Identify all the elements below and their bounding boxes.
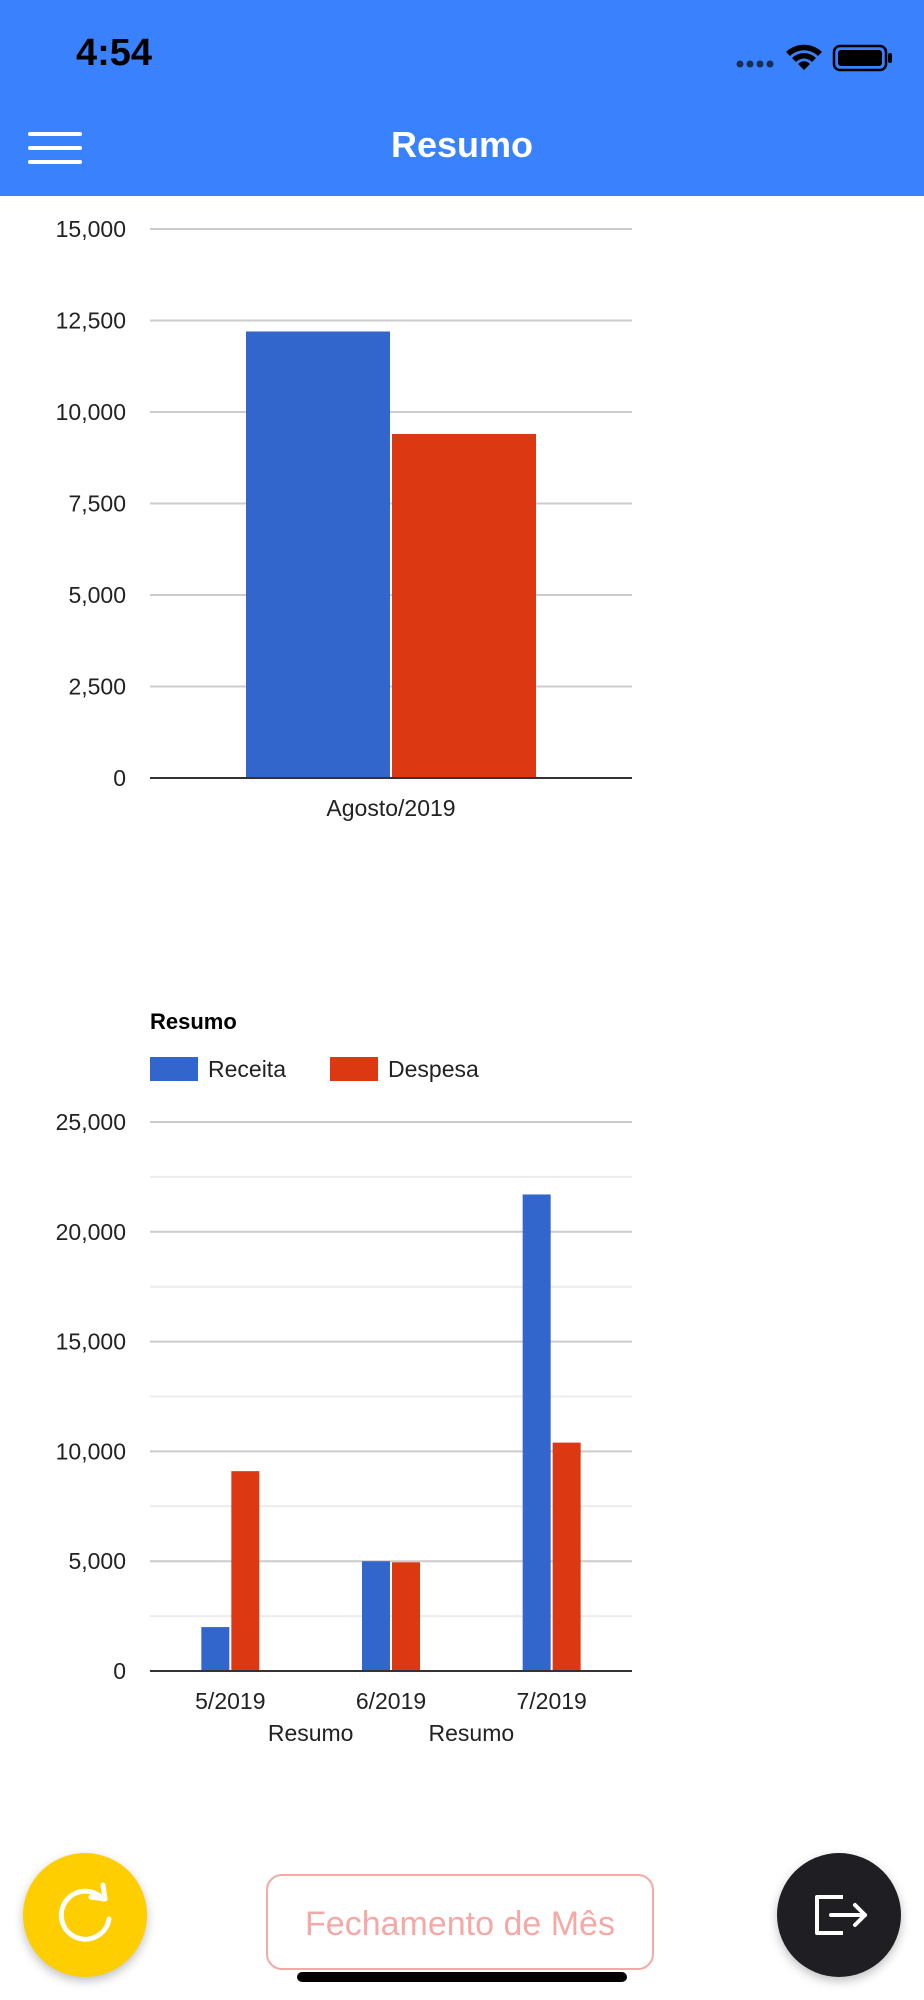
page-title: Resumo (390, 124, 534, 165)
x-sublabel: Resumo (429, 1720, 515, 1746)
signal-dots-icon (736, 60, 774, 68)
y-tick-label: 0 (113, 1658, 126, 1684)
summary-monthly-chart: 0 5,000 10,000 15,000 20,000 25,000 5/2019 6/20… (56, 1009, 632, 1746)
wifi-icon (786, 44, 822, 70)
bar-despesa (231, 1471, 260, 1671)
header-bar: 4:54 Resumo (0, 0, 924, 196)
y-tick-label: 5,000 (68, 582, 126, 608)
y-tick-label: 25,000 (56, 1109, 126, 1135)
close-month-button[interactable]: Fechamento de Mês (266, 1874, 654, 1970)
x-tick-label: 6/2019 (356, 1688, 426, 1714)
y-tick-label: 2,500 (68, 674, 126, 700)
bar-series-1 (246, 331, 390, 778)
bar-series-2 (392, 433, 536, 778)
hamburger-menu-icon[interactable] (28, 130, 82, 166)
y-tick-label: 10,000 (56, 399, 126, 425)
y-tick-label: 15,000 (56, 216, 126, 242)
status-icons (736, 44, 892, 72)
y-tick-label: 12,500 (56, 308, 126, 334)
y-tick-label: 20,000 (56, 1219, 126, 1245)
bar-despesa (552, 1442, 581, 1671)
y-tick-label: 0 (113, 765, 126, 791)
y-tick-label: 15,000 (56, 1329, 126, 1355)
chart-title: Resumo (150, 1009, 237, 1034)
x-sublabel: Resumo (268, 1720, 354, 1746)
battery-icon (832, 44, 892, 72)
summary-current-month-chart: 0 2,500 5,000 7,500 10,000 12,500 15,000 Agosto… (56, 216, 632, 821)
bar-receita (522, 1194, 551, 1671)
logout-button[interactable] (777, 1853, 901, 1977)
legend-label-receita: Receita (208, 1056, 286, 1082)
x-tick-label: Agosto/2019 (326, 795, 455, 821)
logout-icon (815, 1895, 867, 1935)
refresh-icon (58, 1882, 112, 1942)
home-indicator (297, 1972, 627, 1982)
x-tick-label: 7/2019 (516, 1688, 586, 1714)
bar-receita (362, 1561, 390, 1671)
legend-swatch-receita (150, 1057, 198, 1081)
status-time: 4:54 (76, 32, 153, 74)
y-tick-label: 7,500 (68, 491, 126, 517)
legend-label-despesa: Despesa (388, 1056, 479, 1082)
bar-receita (201, 1627, 230, 1671)
refresh-button[interactable] (23, 1853, 147, 1977)
legend-swatch-despesa (330, 1057, 378, 1081)
bar-despesa (392, 1562, 420, 1671)
x-tick-label: 5/2019 (195, 1688, 265, 1714)
y-tick-label: 10,000 (56, 1438, 126, 1464)
y-tick-label: 5,000 (68, 1548, 126, 1574)
